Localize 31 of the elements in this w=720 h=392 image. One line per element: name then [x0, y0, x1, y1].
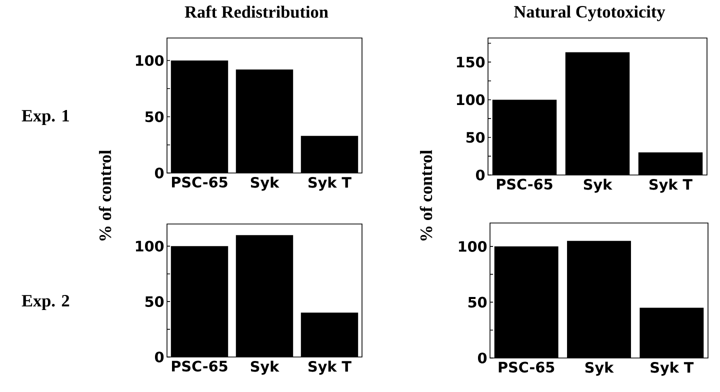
- chart-title: Raft Redistribution: [184, 6, 328, 18]
- text: Exp. 2: [22, 294, 70, 310]
- x-tick-label: Syk: [584, 178, 612, 193]
- y-tick-label: 0: [154, 352, 164, 362]
- y-tick-label: 100: [458, 241, 487, 252]
- y-tick-label: 50: [466, 132, 485, 143]
- x-tick-label: Syk: [585, 362, 614, 376]
- chart-title: Natural Cytotoxicity: [514, 6, 666, 22]
- y-tick-label: 50: [468, 296, 487, 308]
- y-tick-label: 100: [136, 240, 164, 252]
- x-tick-label: Syk: [250, 360, 280, 375]
- y-axis-title: % of control: [420, 150, 432, 240]
- x-tick-label: Syk T: [650, 178, 692, 193]
- x-tick-label: PSC-65: [497, 178, 552, 190]
- y-tick-label: 150: [456, 56, 485, 68]
- x-tick-label: Syk T: [308, 360, 352, 375]
- text: Exp. 1: [22, 110, 69, 126]
- y-tick-label: 100: [136, 55, 164, 66]
- x-tick-label: Syk T: [650, 362, 694, 376]
- x-tick-label: PSC-65: [172, 176, 228, 188]
- y-tick-label: 0: [476, 170, 485, 180]
- y-tick-label: 0: [478, 352, 487, 364]
- y-tick-label: 100: [456, 94, 485, 106]
- x-tick-label: Syk T: [308, 176, 352, 191]
- x-tick-label: PSC-65: [172, 360, 228, 372]
- y-tick-label: 0: [154, 168, 164, 178]
- y-tick-label: 50: [145, 296, 164, 308]
- x-tick-label: Syk: [250, 176, 280, 191]
- y-tick-label: 50: [145, 111, 164, 122]
- y-axis-title: % of control: [98, 150, 112, 240]
- x-tick-label: PSC-65: [498, 362, 554, 373]
